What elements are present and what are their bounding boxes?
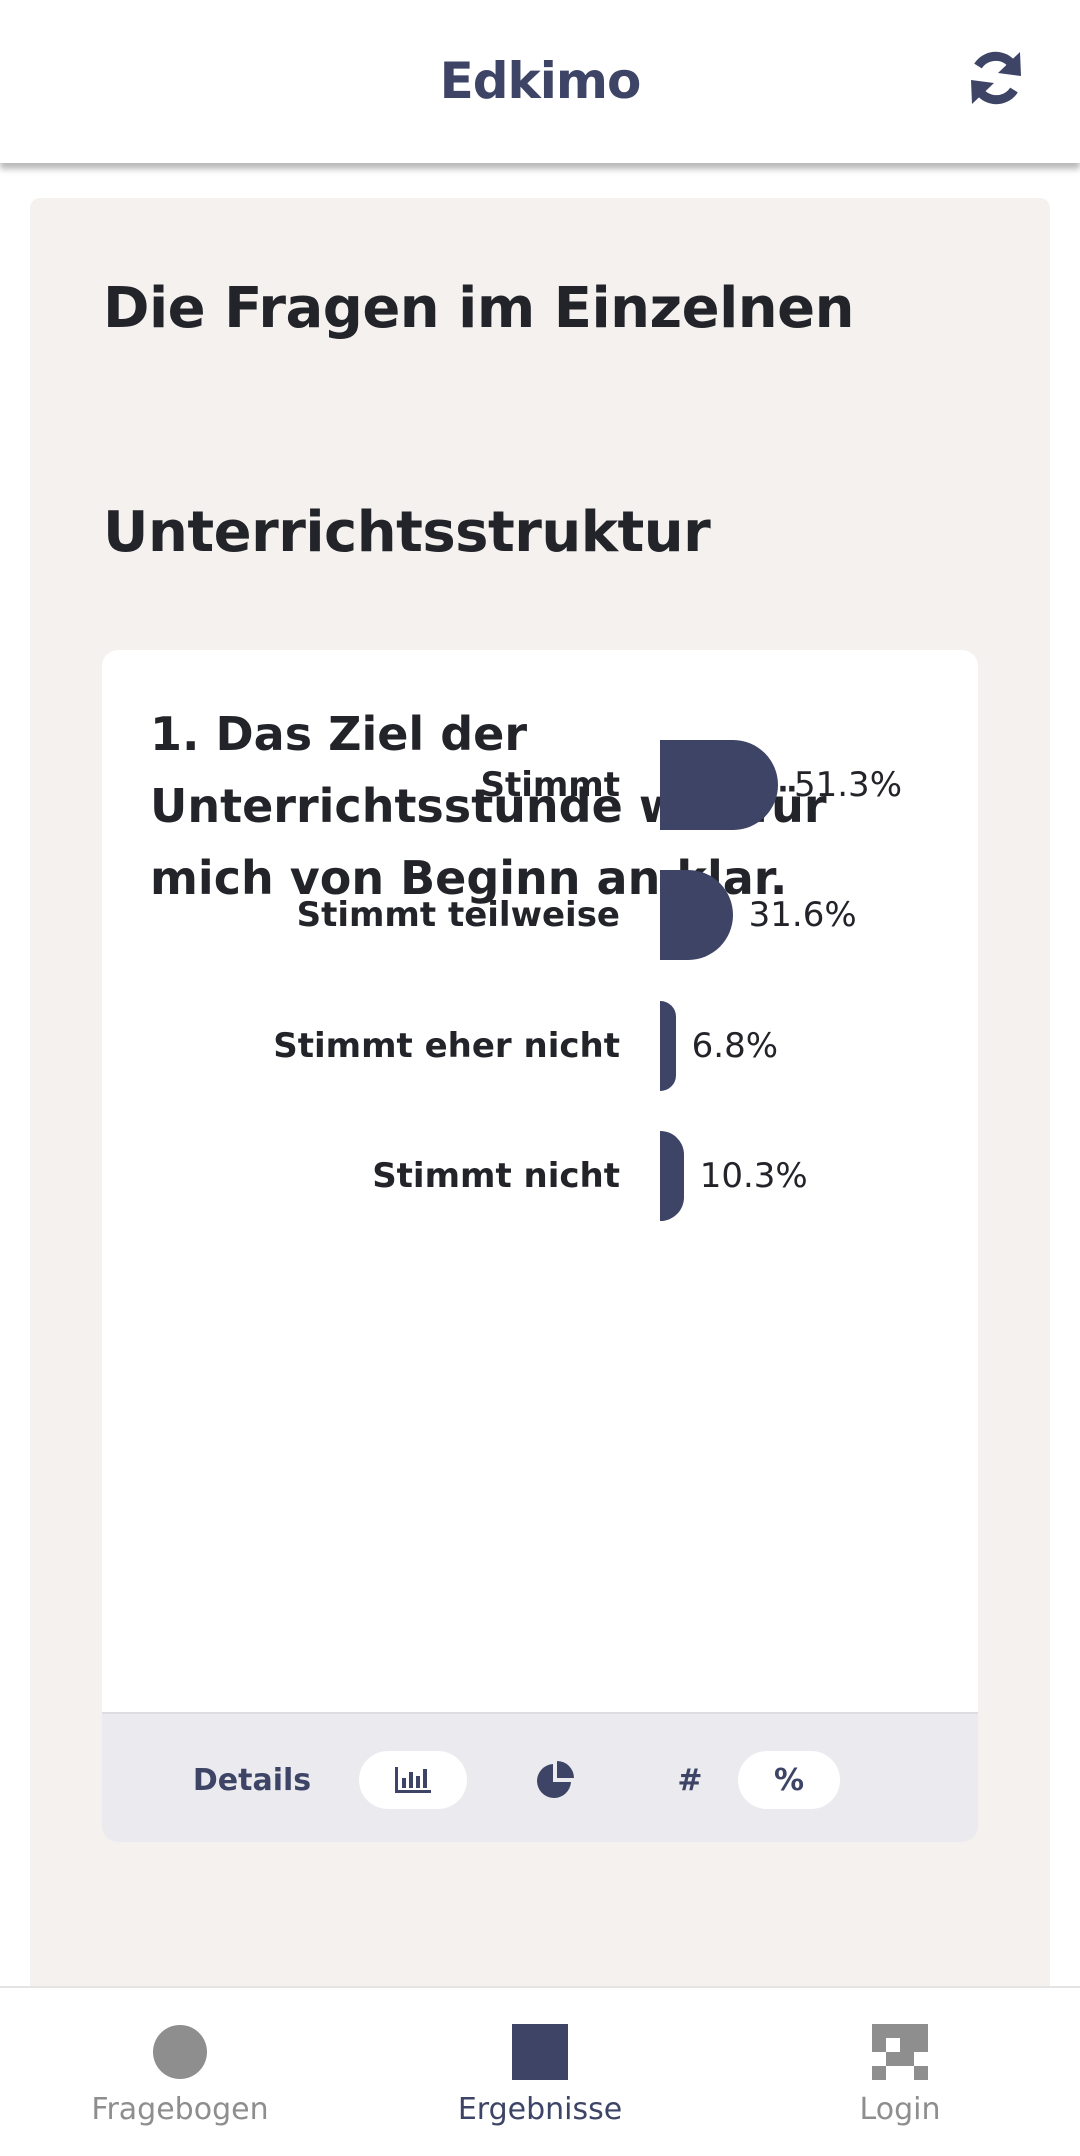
section-title: Die Fragen im Einzelnen (103, 276, 855, 341)
card-footer: Details # (102, 1712, 978, 1842)
square-icon (512, 2024, 568, 2080)
refresh-button[interactable] (958, 40, 1034, 116)
bar-row: Stimmt nicht 10.3% (102, 1131, 978, 1221)
bar (660, 1131, 684, 1221)
bottom-nav: Fragebogen Ergebnisse Login (0, 1986, 1080, 2154)
bar-row: Stimmt 51.3% (102, 740, 978, 830)
details-button[interactable]: Details (190, 1751, 314, 1809)
bar (660, 870, 733, 960)
bar-label: Stimmt nicht (372, 1156, 620, 1196)
bar-value-label: 6.8% (691, 1026, 779, 1066)
bar-label: Stimmt teilweise (296, 895, 620, 935)
bar (660, 740, 778, 830)
refresh-icon (971, 51, 1021, 105)
pie-chart-icon (537, 1761, 574, 1798)
count-toggle[interactable]: # (660, 1751, 720, 1809)
bar-label: Stimmt (480, 765, 620, 805)
question-card: 1. Das Ziel der Unterrichtsstunde war fü… (102, 650, 978, 1842)
details-label: Details (192, 1762, 312, 1798)
app-header: Edkimo (0, 0, 1080, 163)
category-title: Unterrichtsstruktur (103, 500, 711, 565)
login-icon (872, 2024, 928, 2080)
nav-login[interactable]: Login (720, 1988, 1080, 2156)
nav-label-ergebnisse: Ergebnisse (457, 2092, 623, 2127)
nav-label-fragebogen: Fragebogen (91, 2092, 269, 2127)
bar-label: Stimmt eher nicht (273, 1026, 620, 1066)
bar-value-label: 31.6% (748, 895, 857, 935)
count-label: # (677, 1762, 703, 1798)
nav-fragebogen[interactable]: Fragebogen (0, 1988, 360, 2156)
nav-label-login: Login (859, 2092, 941, 2127)
bar-row: Stimmt teilweise 31.6% (102, 870, 978, 960)
pie-chart-toggle[interactable] (505, 1751, 605, 1809)
bar (660, 1001, 676, 1091)
app-title: Edkimo (439, 52, 642, 110)
bar-row: Stimmt eher nicht 6.8% (102, 1001, 978, 1091)
bar-chart-icon (395, 1767, 431, 1793)
circle-icon (153, 2025, 207, 2079)
bar-chart-toggle[interactable] (359, 1751, 467, 1809)
bar-value-label: 10.3% (699, 1156, 808, 1196)
percent-toggle[interactable]: % (738, 1751, 840, 1809)
results-panel: Die Fragen im Einzelnen Unterrichtsstruk… (30, 198, 1050, 1998)
percent-label: % (773, 1762, 805, 1798)
nav-ergebnisse[interactable]: Ergebnisse (360, 1988, 720, 2156)
bar-value-label: 51.3% (793, 765, 902, 805)
